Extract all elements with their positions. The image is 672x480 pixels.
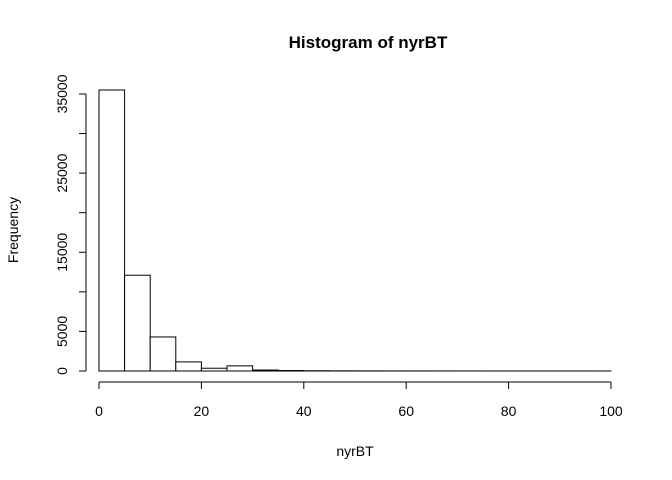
y-axis-label: Frequency xyxy=(5,197,21,263)
x-tick-label: 20 xyxy=(194,403,210,419)
histogram-bar-5 xyxy=(226,365,254,372)
bars-group xyxy=(98,89,612,372)
chart-title: Histogram of nyrBT xyxy=(289,33,448,52)
x-tick-label: 100 xyxy=(599,403,623,419)
histogram-bar-0 xyxy=(98,89,126,372)
y-tick-label: 15000 xyxy=(54,233,70,272)
x-tick-label: 80 xyxy=(501,403,517,419)
histogram-bar-1 xyxy=(124,274,151,372)
x-axis: 0 20 40 60 80 100 xyxy=(95,381,623,419)
y-axis: 0 5000 15000 25000 35000 xyxy=(54,74,87,375)
histogram-bar-3 xyxy=(175,361,202,372)
x-axis-label: nyrBT xyxy=(336,443,374,459)
histogram-bar-2 xyxy=(149,336,177,372)
y-tick-label: 0 xyxy=(54,367,70,375)
x-tick-label: 40 xyxy=(296,403,312,419)
histogram-bar-4 xyxy=(200,367,228,372)
x-tick-label: 0 xyxy=(95,403,103,419)
x-tick-label: 60 xyxy=(398,403,414,419)
y-tick-label: 35000 xyxy=(54,74,70,113)
y-tick-label: 25000 xyxy=(54,153,70,192)
y-tick-label: 5000 xyxy=(54,316,70,347)
histogram-bar-6 xyxy=(252,369,279,372)
